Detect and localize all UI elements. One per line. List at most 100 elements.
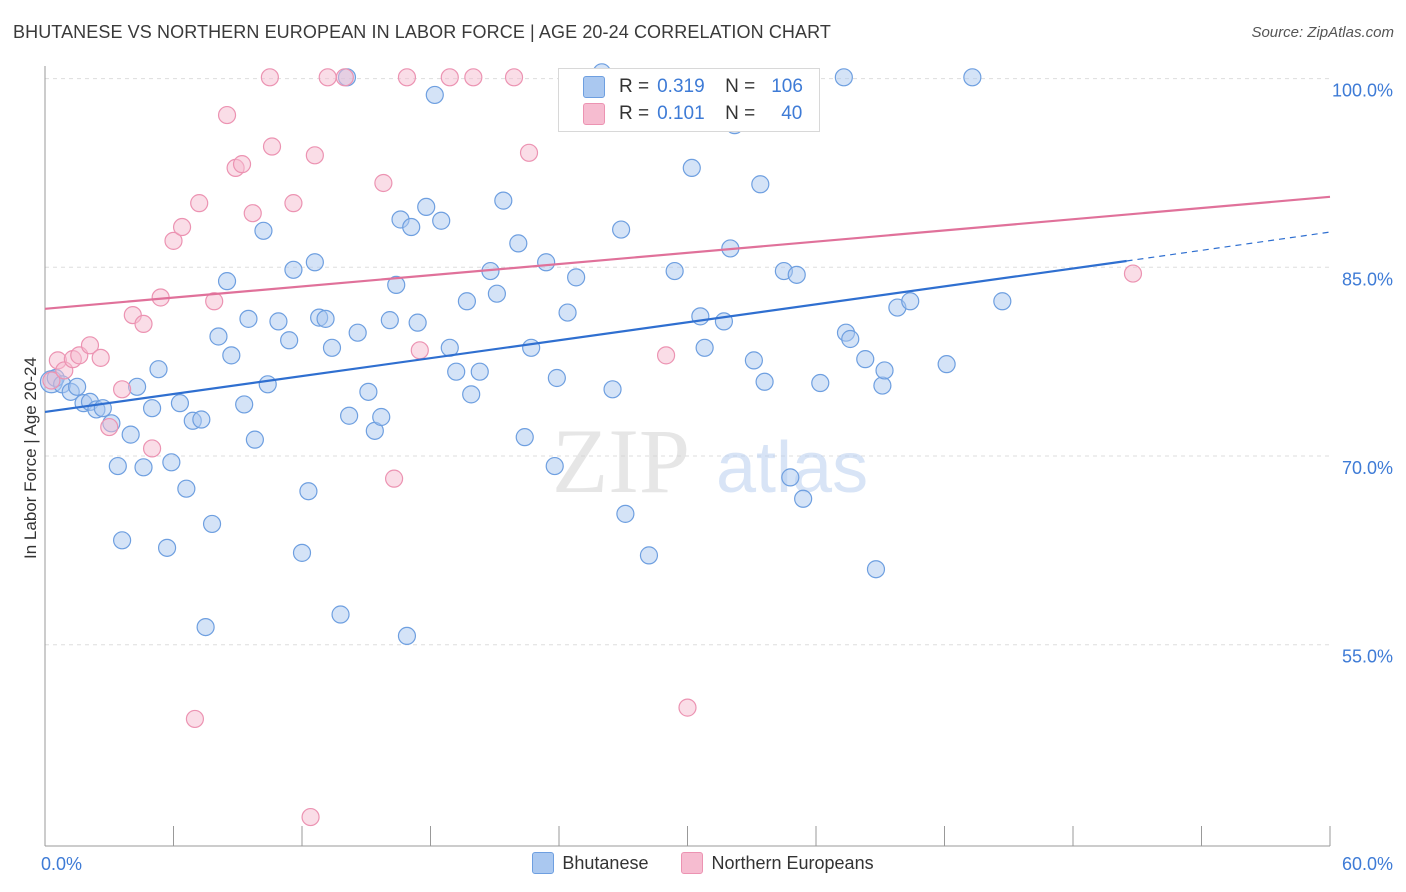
y-tick-label: 100.0% (1332, 81, 1393, 101)
bhutanese-point (157, 538, 177, 557)
x-tick-label: 60.0% (1342, 854, 1393, 874)
bhutanese-point (937, 355, 956, 374)
northern-europeans-point (112, 380, 132, 399)
bhutanese-trend-extension (1126, 231, 1331, 262)
bhutanese-point (963, 68, 982, 87)
northern-europeans-point (1123, 264, 1143, 283)
northern-europeans-point (504, 68, 524, 87)
northern-europeans-point (100, 417, 119, 437)
bhutanese-point (794, 489, 813, 508)
northern-europeans-point (262, 137, 282, 156)
bhutanese-point (134, 458, 153, 477)
legend-item-bhutanese[interactable]: Bhutanese (532, 852, 648, 874)
bhutanese-point (755, 372, 774, 391)
n-label: N = (725, 103, 756, 124)
bhutanese-swatch (583, 76, 605, 98)
source-label: Source: ZipAtlas.com (1251, 24, 1394, 41)
bhutanese-point (192, 410, 211, 429)
bhutanese-point (751, 175, 770, 194)
r-label: R = (619, 76, 650, 97)
bhutanese-point (558, 303, 577, 322)
n-value: 106 (771, 76, 803, 97)
bhutanese-point (254, 221, 273, 240)
northern-europeans-point (205, 292, 224, 311)
bhutanese-point (372, 407, 391, 427)
bhutanese-point (162, 453, 181, 472)
bhutanese-point (202, 514, 222, 534)
northern-europeans-point (42, 371, 61, 390)
bhutanese-point (470, 362, 489, 381)
bhutanese-point (177, 479, 196, 498)
bhutanese-point (402, 217, 421, 237)
bhutanese-point (537, 253, 556, 272)
northern-europeans-point (185, 709, 205, 729)
northern-europeans-point (678, 698, 697, 717)
legend-label-bhutanese: Bhutanese (562, 852, 649, 873)
northern-europeans-point (172, 217, 192, 237)
bhutanese-point (545, 456, 564, 476)
bhutanese-point (487, 284, 506, 303)
bhutanese-point (901, 292, 920, 311)
bhutanese-point (149, 360, 168, 379)
bhutanese-point (217, 272, 237, 291)
y-tick-label: 85.0% (1342, 269, 1393, 289)
northern-europeans-point (217, 105, 237, 125)
bhutanese-point (612, 220, 631, 239)
bhutanese-point (682, 158, 701, 178)
bhutanese-point (222, 346, 241, 365)
bhutanese-point (348, 323, 367, 342)
bhutanese-point (841, 329, 860, 349)
northern-europeans-point (243, 204, 262, 223)
bhutanese-point (305, 253, 324, 272)
bhutanese-point (209, 327, 228, 346)
bhutanese-point (322, 338, 342, 357)
bhutanese-point (127, 377, 147, 396)
northern-europeans-point (142, 439, 162, 458)
bhutanese-point (616, 504, 635, 523)
northern-europeans-point (232, 155, 252, 174)
northern-europeans-point (519, 143, 539, 162)
bhutanese-point (457, 292, 477, 311)
y-axis-label: In Labor Force | Age 20-24 (21, 357, 40, 559)
bhutanese-point (299, 482, 318, 501)
bhutanese-point (567, 268, 586, 287)
bhutanese-point (284, 260, 303, 279)
stats-legend: R = 0.319 N = 106 R = 0.101 N = 40 (558, 68, 820, 132)
bhutanese-point (121, 425, 140, 444)
bhutanese-point (196, 617, 215, 637)
y-tick-label: 55.0% (1342, 647, 1393, 667)
northern-europeans-point (284, 194, 303, 213)
bhutanese-point (639, 546, 659, 565)
axes (44, 66, 1331, 847)
y-tick-label: 70.0% (1342, 458, 1393, 478)
northern-europeans-point (301, 807, 320, 827)
bhutanese-point (603, 380, 622, 399)
bhutanese-point (292, 543, 312, 562)
bhutanese-point (811, 373, 830, 393)
bhutanese-point (380, 311, 399, 330)
bhutanese-point (447, 362, 466, 381)
chart-title: BHUTANESE VS NORTHERN EUROPEAN IN LABOR … (13, 22, 832, 42)
bhutanese-point (245, 430, 264, 449)
bhutanese-swatch (532, 852, 555, 874)
legend-label-northern-europeans: Northern Europeans (711, 852, 874, 873)
bhutanese-point (417, 197, 436, 217)
northern-europeans-point (335, 68, 354, 87)
bhutanese-point (547, 368, 566, 388)
stats-row-northern-europeans: R = 0.101 N = 40 (583, 100, 802, 128)
n-value: 40 (781, 103, 803, 124)
northern-europeans-point (374, 173, 393, 193)
legend-item-northern-europeans[interactable]: Northern Europeans (681, 852, 874, 874)
bhutanese-point (509, 234, 528, 253)
northern-europeans-swatch (681, 852, 704, 874)
bottom-legend: Bhutanese Northern Europeans (0, 852, 1406, 879)
northern-europeans-trend-line (44, 195, 1331, 310)
bhutanese-point (68, 377, 87, 396)
bhutanese-point (494, 191, 513, 210)
bhutanese-point (856, 350, 875, 369)
r-label: R = (619, 103, 650, 124)
northern-europeans-point (318, 68, 337, 87)
northern-europeans-swatch (583, 103, 605, 125)
bhutanese-point (866, 560, 886, 579)
